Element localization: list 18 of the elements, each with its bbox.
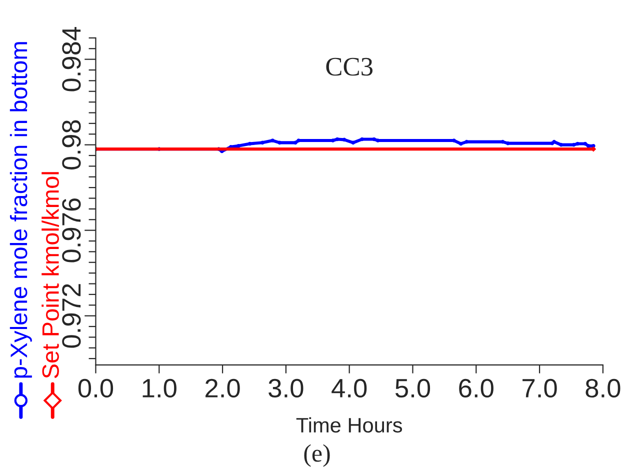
y-tick-label: 0.984 [62, 27, 81, 92]
x-tick-label: 7.0 [522, 378, 557, 398]
x-tick-label: 2.0 [206, 378, 240, 398]
text: CC3 [326, 58, 372, 76]
y-tick-label: 0.976 [62, 198, 81, 262]
text: Set Point kmol/kmol [42, 172, 59, 378]
text: p-Xylene mole fraction in bottom [10, 42, 32, 378]
y-tick-label: 0.98 [62, 120, 81, 170]
y-tick-label: 0.972 [62, 284, 81, 348]
x-tick-label: 6.0 [459, 378, 494, 398]
x-tick-label: 4.0 [332, 378, 367, 398]
x-tick-label: 0.0 [78, 378, 114, 398]
text: (e) [304, 444, 330, 467]
x-tick-label: 5.0 [395, 378, 430, 398]
x-tick-label: 1.0 [142, 378, 176, 398]
x-axis-title: Time Hours [296, 417, 402, 433]
x-tick-label: 3.0 [268, 378, 304, 398]
x-tick-label: 8.0 [586, 378, 620, 398]
